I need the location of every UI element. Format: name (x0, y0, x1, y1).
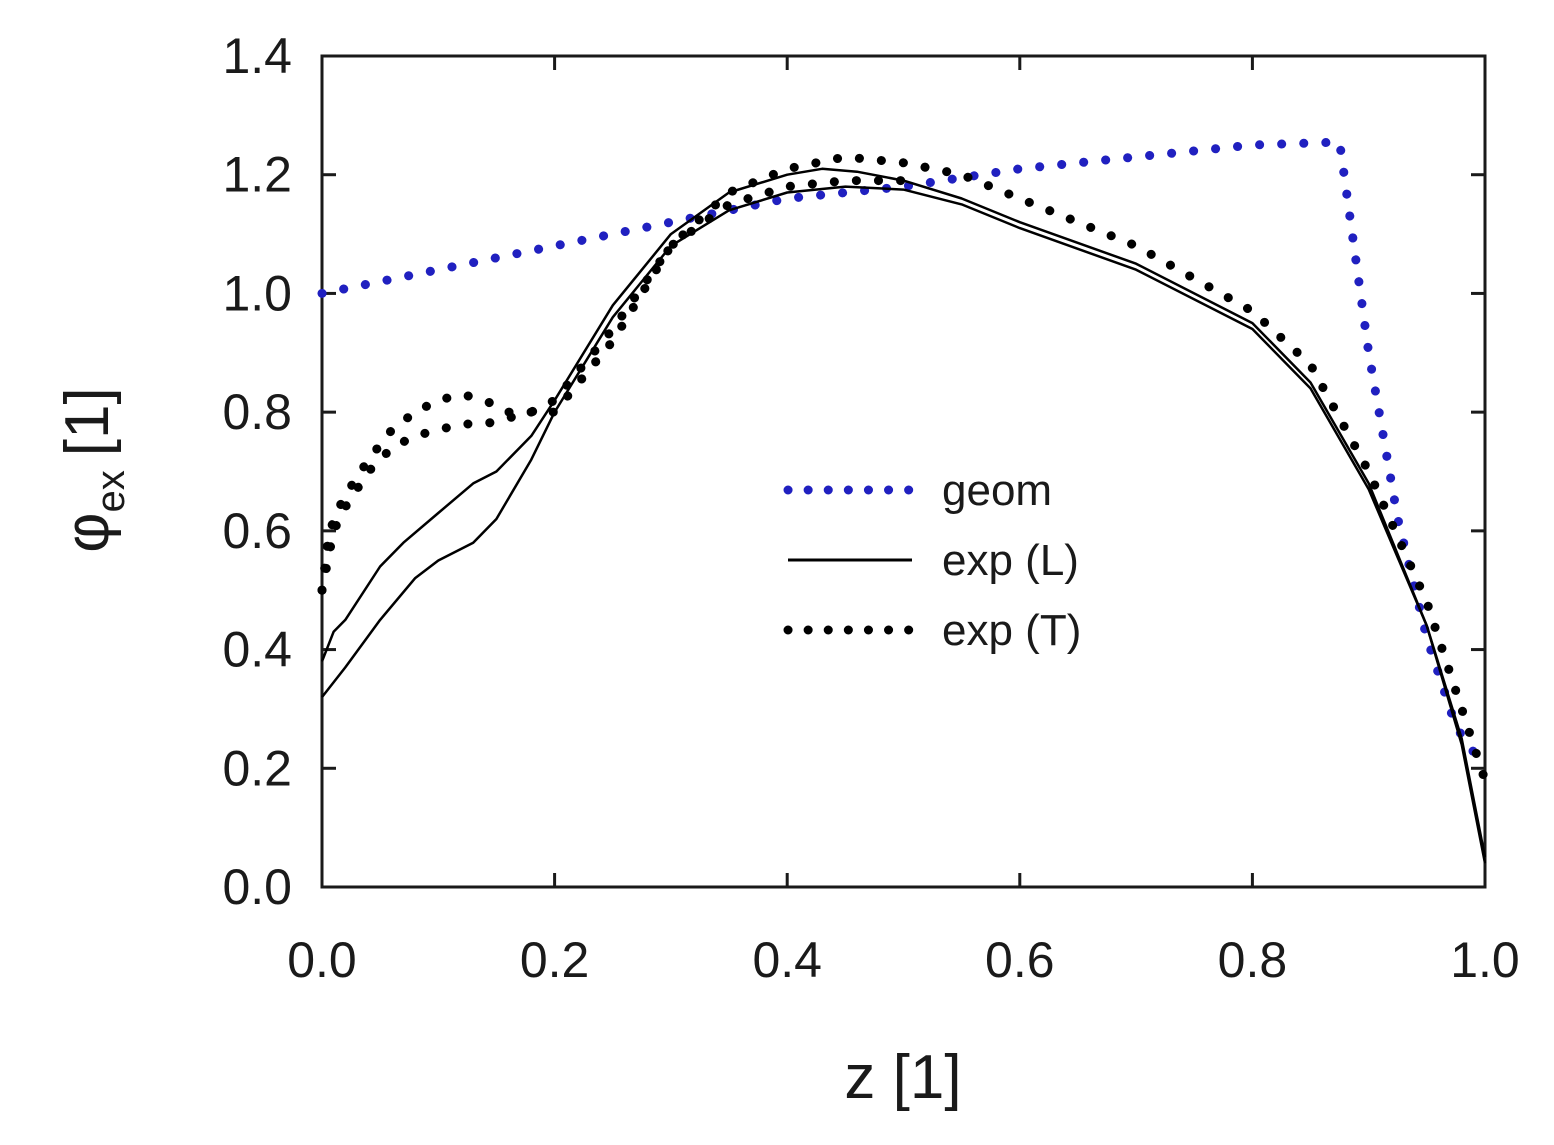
legend: geom exp (L) exp (T) (783, 466, 1081, 655)
y-tick-label: 0.4 (222, 622, 292, 678)
y-tick-label: 1.4 (222, 28, 292, 84)
legend-label: exp (T) (942, 606, 1081, 655)
x-axis-title: z [1] (844, 1043, 961, 1112)
x-tick-label: 1.0 (1450, 932, 1520, 988)
axis-ticks: 0.0 0.2 0.4 0.6 0.8 1.0 0.0 0.2 0.4 0.6 0.8 1.0 1.2 1… (222, 28, 1519, 988)
y-tick-label: 1.2 (222, 147, 292, 203)
x-tick-label: 0.6 (985, 932, 1055, 988)
x-tick-label: 0.8 (1218, 932, 1288, 988)
legend-label: geom (942, 466, 1052, 515)
y-axis-title-sub: ex (89, 470, 133, 512)
y-tick-label: 1.0 (222, 265, 292, 321)
y-tick-label: 0.8 (222, 384, 292, 440)
series-exp-t-line (317, 152, 1490, 785)
series-layer (317, 137, 1490, 864)
y-axis-title-main: φ (53, 512, 122, 552)
legend-label: exp (L) (942, 536, 1079, 585)
series-exp-t-lower-line (317, 176, 908, 595)
x-tick-label: 0.2 (520, 932, 590, 988)
y-tick-label: 0.0 (222, 859, 292, 915)
series-geom-line (317, 137, 1490, 773)
svg-text:φex[1]: φex [1] (53, 387, 133, 552)
series-exp-l-lower-line (321, 185, 1487, 864)
y-axis-title-unit: [1] (53, 387, 122, 456)
x-tick-label: 0.0 (287, 932, 357, 988)
y-tick-label: 0.2 (222, 740, 292, 796)
y-axis-title: φex [1] (53, 387, 133, 552)
plot-frame (320, 54, 1487, 889)
x-tick-label: 0.4 (752, 932, 822, 988)
y-tick-label: 0.6 (222, 503, 292, 559)
series-exp-l-line (320, 167, 1487, 858)
